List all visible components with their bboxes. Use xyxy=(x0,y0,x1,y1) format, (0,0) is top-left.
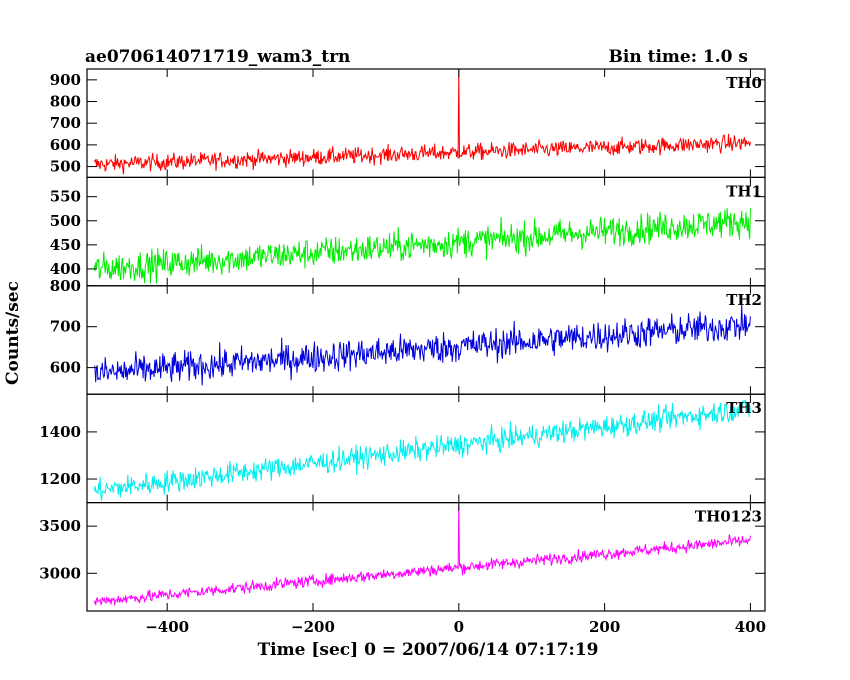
series-th2-line xyxy=(93,304,751,386)
series-th3-line xyxy=(93,399,751,501)
y-tick-label: 600 xyxy=(50,359,81,377)
series-th1-line xyxy=(93,207,751,284)
y-axis-label: Counts/sec xyxy=(3,281,23,385)
x-axis-label: Time [sec] 0 = 2007/06/14 07:17:19 xyxy=(258,640,599,660)
y-tick-label: 450 xyxy=(50,236,81,254)
x-tick-label: 200 xyxy=(589,618,620,636)
y-tick-label: 800 xyxy=(50,93,81,111)
y-tick-label: 1400 xyxy=(39,423,81,441)
y-tick-label: 550 xyxy=(50,188,81,206)
y-tick-label: 600 xyxy=(50,136,81,154)
y-tick-label: 700 xyxy=(50,114,81,132)
x-tick-label: 400 xyxy=(735,618,766,636)
panel-frame-th0123 xyxy=(86,502,766,612)
y-tick-label: 3500 xyxy=(39,517,81,535)
x-tick-label: −400 xyxy=(145,618,189,636)
panel-label-th0123: TH0123 xyxy=(695,508,762,526)
y-tick-label: 700 xyxy=(50,318,81,336)
panel-label-th0: TH0 xyxy=(726,74,762,92)
chart-title: ae070614071719_wam3_trn xyxy=(85,47,350,67)
panel-label-th3: TH3 xyxy=(726,399,762,417)
y-tick-label: 500 xyxy=(50,212,81,230)
y-tick-label: 3000 xyxy=(39,564,81,582)
y-tick-label: 900 xyxy=(50,71,81,89)
y-tick-label: 800 xyxy=(50,277,81,295)
panel-label-th2: TH2 xyxy=(726,291,762,309)
y-tick-label: 500 xyxy=(50,158,81,176)
x-tick-label: 0 xyxy=(454,618,464,636)
y-tick-label: 1200 xyxy=(39,470,81,488)
panel-label-th1: TH1 xyxy=(726,182,762,200)
series-th0123-line xyxy=(93,505,751,606)
x-tick-label: −200 xyxy=(291,618,335,636)
panels-group: 500 600 700 800 900 TH0 400 450 500 550 TH1 600 700 8… xyxy=(39,68,766,636)
y-tick-label: 400 xyxy=(50,260,81,278)
bin-time-label: Bin time: 1.0 s xyxy=(609,47,748,67)
series-th0-line xyxy=(93,68,751,175)
